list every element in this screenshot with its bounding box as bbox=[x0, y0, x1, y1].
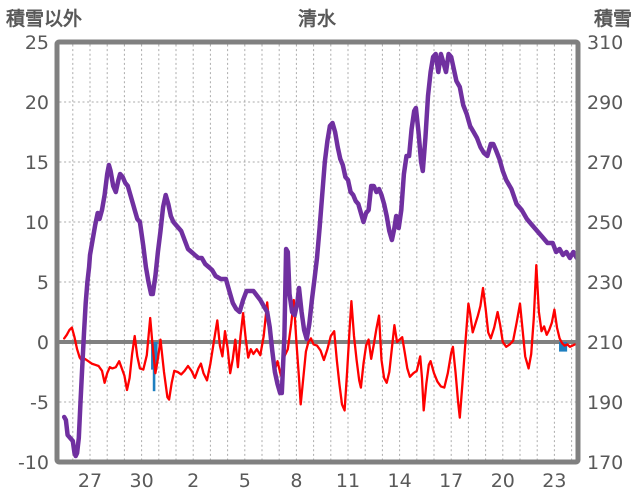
left-axis-tick-label: -5 bbox=[30, 392, 49, 414]
x-axis-tick-label: 27 bbox=[78, 470, 102, 492]
x-axis-tick-label: 2 bbox=[187, 470, 199, 492]
x-axis-ticks: 27 30 2 5 8 11 14 17 20 23 bbox=[78, 470, 567, 492]
left-axis-tick-label: 5 bbox=[37, 272, 49, 294]
right-axis-tick-label: 170 bbox=[587, 452, 623, 474]
right-axis-ticks: 310 290 270 250 230 210 190 170 bbox=[587, 32, 623, 474]
left-axis-tick-label: -10 bbox=[18, 452, 49, 474]
right-axis-tick-label: 190 bbox=[587, 392, 623, 414]
right-axis-tick-label: 270 bbox=[587, 152, 623, 174]
x-axis-tick-label: 14 bbox=[388, 470, 412, 492]
x-axis-tick-label: 8 bbox=[290, 470, 302, 492]
x-axis-tick-label: 5 bbox=[239, 470, 251, 492]
left-axis-tick-label: 0 bbox=[37, 332, 49, 354]
plot-border bbox=[54, 39, 581, 465]
gridlines bbox=[59, 44, 576, 460]
right-axis-tick-label: 310 bbox=[587, 32, 623, 54]
x-axis-tick-label: 11 bbox=[336, 470, 360, 492]
left-axis-title: 積雪以外 bbox=[6, 7, 82, 30]
right-axis-tick-label: 290 bbox=[587, 92, 623, 114]
x-axis-tick-label: 20 bbox=[491, 470, 515, 492]
left-axis-tick-label: 10 bbox=[25, 212, 49, 234]
left-axis-tick-label: 20 bbox=[25, 92, 49, 114]
blue-bar bbox=[559, 342, 568, 352]
non-snow-line bbox=[63, 264, 577, 419]
data-series bbox=[61, 51, 577, 459]
x-axis-tick-label: 17 bbox=[439, 470, 463, 492]
right-axis-title: 積雪 bbox=[594, 7, 632, 30]
right-axis-tick-label: 210 bbox=[587, 332, 623, 354]
right-axis-tick-label: 230 bbox=[587, 272, 623, 294]
left-axis-tick-label: 15 bbox=[25, 152, 49, 174]
left-axis-tick-label: 25 bbox=[25, 32, 49, 54]
right-axis-tick-label: 250 bbox=[587, 212, 623, 234]
chart-title: 清水 bbox=[298, 7, 337, 30]
left-axis-ticks: 25 20 15 10 5 0 -5 -10 bbox=[18, 32, 49, 474]
x-axis-tick-label: 23 bbox=[542, 470, 566, 492]
snow-depth-line bbox=[61, 51, 577, 459]
x-axis-tick-label: 30 bbox=[130, 470, 154, 492]
